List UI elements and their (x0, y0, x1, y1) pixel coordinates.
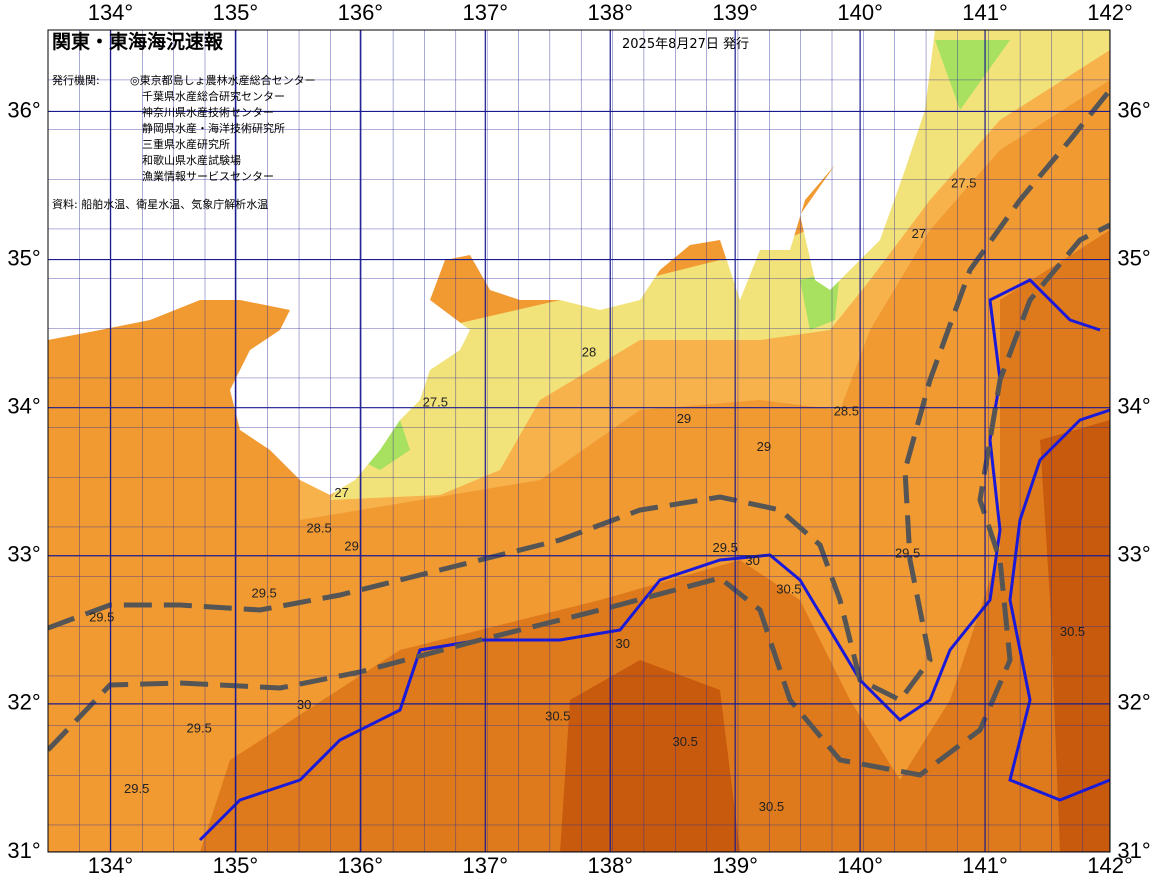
isotherm-label: 27.5 (951, 175, 976, 190)
isotherm-label: 29.5 (187, 721, 212, 736)
isotherm-label: 27 (912, 226, 926, 241)
isotherm-label: 29.5 (895, 546, 920, 561)
kuroshio-axis (48, 88, 1110, 704)
lon-tick-label: 136° (338, 853, 384, 878)
agencies-label: 発行機関: (52, 73, 100, 87)
lat-tick-label: 31° (7, 838, 40, 863)
agency: 静岡県水産・海洋技術研究所 (142, 121, 285, 135)
map-area: 29.5 29.5 29.5 29.5 29 28.5 27.5 27 28 29 29 29.5 30… (48, 30, 1110, 852)
title: 関東・東海海況速報 (52, 30, 224, 53)
lon-tick-label: 142° (1087, 853, 1133, 878)
agency: ◎東京都島しょ農林水産総合センター (130, 73, 316, 87)
lon-tick-label: 134° (88, 853, 134, 878)
lat-tick-label: 36° (7, 97, 40, 122)
isotherm-label: 30 (745, 553, 759, 568)
agency: 三重県水産研究所 (142, 137, 230, 151)
isotherm-label: 29 (677, 411, 691, 426)
isotherm-label: 28 (582, 344, 596, 359)
lat-tick-label: 33° (1117, 542, 1150, 567)
lat-tick-label: 34° (7, 393, 40, 418)
isotherm-label: 29 (757, 439, 771, 454)
source: 資料: 船舶水温、衛星水温、気象庁解析水温 (52, 197, 268, 211)
isotherm-label: 28.5 (306, 521, 331, 536)
lat-tick-label: 36° (1117, 97, 1150, 122)
lat-tick-label: 32° (1117, 690, 1150, 715)
lon-tick-label: 141° (962, 853, 1008, 878)
agency: 漁業情報サービスセンター (142, 169, 274, 183)
frame (47, 29, 1111, 853)
agency: 千葉県水産総合研究センター (142, 89, 285, 103)
isotherm-label: 29.5 (251, 586, 276, 601)
lat-tick-label: 35° (1117, 245, 1150, 270)
lon-tick-label: 142° (1087, 0, 1133, 25)
lon-tick-label: 134° (88, 0, 134, 25)
lat-tick-label: 32° (7, 690, 40, 715)
lon-tick-label: 135° (213, 0, 259, 25)
kuroshio-axis (48, 222, 1110, 778)
lat-tick-label: 31° (1117, 838, 1150, 863)
isotherm-label: 28.5 (834, 404, 859, 419)
lon-tick-label: 138° (587, 853, 633, 878)
isotherm-label: 30 (297, 697, 311, 712)
isotherm-label: 30.5 (673, 734, 698, 749)
isotherm-label: 30.5 (1060, 624, 1085, 639)
lon-tick-label: 138° (587, 0, 633, 25)
agency: 神奈川県水産技術センター (142, 105, 274, 119)
lon-tick-label: 140° (837, 853, 883, 878)
lon-tick-label: 140° (837, 0, 883, 25)
lon-tick-label: 139° (712, 0, 758, 25)
issue-date: 2025年8月27日 発行 (622, 37, 749, 52)
lon-tick-label: 137° (463, 853, 509, 878)
lat-tick-label: 33° (7, 542, 40, 567)
isotherm-label: 29.5 (124, 781, 149, 796)
isotherm-label: 29.5 (89, 609, 114, 624)
lon-tick-label: 137° (463, 0, 509, 25)
lat-tick-label: 34° (1117, 393, 1150, 418)
isotherm-label: 30.5 (759, 799, 784, 814)
isotherm-label: 29.5 (713, 540, 738, 555)
lon-tick-label: 135° (213, 853, 259, 878)
isotherm-label: 30.5 (776, 581, 801, 596)
fine-grid (48, 30, 1110, 852)
isotherm-label: 30 (615, 636, 629, 651)
lon-tick-label: 141° (962, 0, 1008, 25)
isotherm-30 (1008, 408, 1110, 802)
agency: 和歌山県水産試験場 (142, 153, 241, 167)
lon-tick-label: 136° (338, 0, 384, 25)
isotherm-label: 27.5 (423, 395, 448, 410)
isotherm-label: 30.5 (545, 709, 570, 724)
isotherm-label: 29 (344, 538, 358, 553)
lat-tick-label: 35° (7, 245, 40, 270)
isotherm-label: 27 (334, 485, 348, 500)
lon-tick-label: 139° (712, 853, 758, 878)
